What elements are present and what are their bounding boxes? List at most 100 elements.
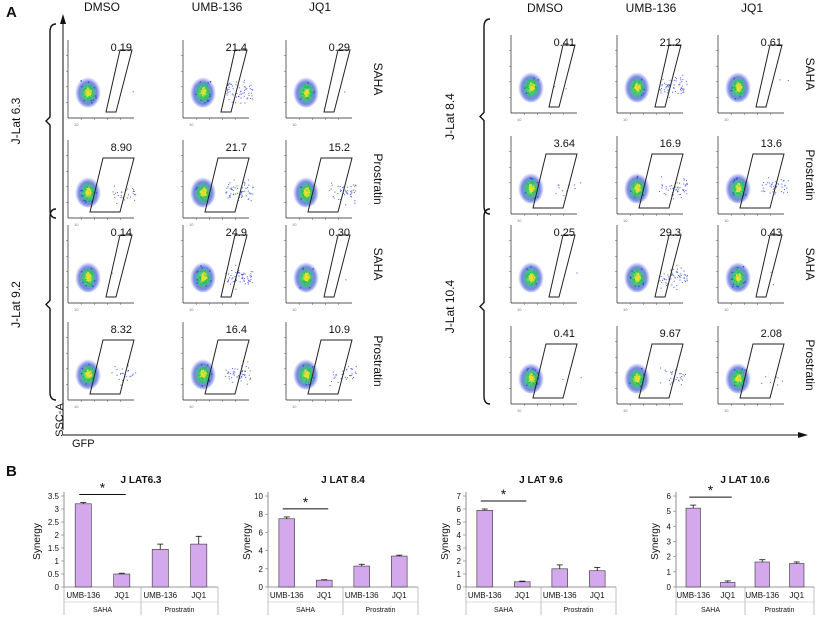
- cell-dot: [226, 88, 228, 90]
- cell-dot: [229, 182, 231, 184]
- cell-dot: [633, 271, 635, 274]
- cell-dot: [740, 375, 743, 378]
- cell-dot: [307, 184, 310, 186]
- cell-dot: [736, 277, 738, 279]
- cell-dot: [528, 186, 531, 189]
- cell-dot: [772, 284, 774, 286]
- cell-dot: [198, 187, 200, 190]
- cell-dot: [640, 78, 643, 81]
- cell-dot: [676, 182, 678, 184]
- cell-dot: [91, 193, 93, 196]
- cell-dot: [231, 101, 233, 103]
- cell-dot: [740, 87, 742, 89]
- group-label: SAHA: [701, 607, 720, 614]
- cell-dot: [309, 378, 311, 380]
- cell-dot: [239, 194, 241, 196]
- cell-dot: [639, 84, 641, 86]
- cell-dot: [686, 183, 688, 185]
- cell-dot: [301, 96, 303, 99]
- cell-dot: [250, 279, 252, 281]
- cell-dot: [527, 189, 529, 192]
- cell-dot: [306, 95, 308, 97]
- treatment-label: SAHA: [371, 63, 385, 96]
- cell-dot: [227, 280, 230, 282]
- cell-dot: [239, 196, 241, 198]
- facs-plot: 100.19: [66, 40, 134, 127]
- ssc-axis-arrowhead: [60, 14, 66, 24]
- cell-dot: [200, 196, 202, 199]
- cell-dot: [663, 89, 665, 91]
- cell-dot: [112, 191, 114, 193]
- facs-plot: 100.41: [509, 35, 577, 122]
- cell-dot: [208, 373, 210, 375]
- y-tick-label: 0: [55, 583, 60, 592]
- cell-dot: [127, 370, 129, 372]
- cell-dot: [237, 375, 240, 377]
- cell-dot: [530, 86, 532, 88]
- cell-dot: [641, 188, 643, 191]
- cell-dot: [227, 371, 229, 373]
- cell-dot: [93, 280, 96, 282]
- cell-dot: [665, 188, 667, 190]
- cell-dot: [677, 274, 679, 277]
- cell-dot: [344, 194, 346, 196]
- cell-dot: [240, 273, 243, 275]
- cell-dot: [636, 378, 639, 381]
- column-header: UMB-136: [626, 1, 677, 15]
- cell-dot: [243, 272, 245, 274]
- cell-dot: [351, 373, 353, 375]
- y-tick-label: 0: [457, 583, 462, 592]
- cell-dot: [684, 274, 686, 276]
- cell-dot: [735, 280, 737, 282]
- cell-dot: [89, 269, 92, 271]
- gate-percent: 0.29: [329, 42, 350, 54]
- cell-dot: [739, 94, 742, 97]
- cell-dot: [635, 85, 638, 88]
- cell-dot: [306, 284, 309, 287]
- cell-dot: [90, 90, 92, 93]
- cell-dot: [531, 276, 533, 279]
- cell-dot: [228, 273, 230, 275]
- cell-dot: [346, 191, 348, 193]
- cell-dot: [88, 200, 90, 202]
- cell-dot: [305, 369, 308, 371]
- plot-tick-label: 10: [623, 218, 628, 223]
- y-axis-label: Synergy: [440, 523, 451, 560]
- cell-dot: [332, 195, 334, 198]
- cell-dot: [306, 93, 308, 95]
- cell-dot: [87, 372, 90, 374]
- cell-dot: [740, 181, 742, 183]
- cell-dot: [634, 193, 636, 196]
- cell-dot: [199, 276, 202, 279]
- cell-dot: [637, 276, 639, 279]
- cell-dot: [238, 199, 240, 201]
- cell-dot: [735, 274, 738, 276]
- cell-dot: [636, 184, 639, 187]
- cell-dot: [680, 267, 682, 269]
- cell-dot: [83, 194, 86, 196]
- cell-dot: [201, 369, 203, 372]
- cell-dot: [201, 275, 204, 277]
- cell-dot: [741, 370, 743, 373]
- category-label: UMB-136: [270, 591, 304, 600]
- cell-dot: [200, 187, 203, 189]
- gate-percent: 21.2: [660, 37, 681, 49]
- cell-dot: [636, 182, 639, 185]
- cell-dot: [118, 378, 120, 380]
- cell-dot: [306, 86, 308, 89]
- cell-dot: [352, 189, 354, 191]
- cell-dot: [235, 279, 237, 282]
- cell-dot: [530, 82, 533, 85]
- cell-dot: [675, 189, 677, 191]
- cell-dot: [669, 79, 671, 81]
- cell-dot: [639, 89, 641, 91]
- cell-dot: [89, 189, 91, 192]
- cell-dot: [734, 83, 737, 85]
- cell-dot: [243, 280, 245, 283]
- cell-dot: [308, 378, 310, 381]
- cell-dot: [640, 377, 643, 380]
- cell-dot: [304, 371, 306, 373]
- cell-dot: [738, 277, 740, 279]
- cell-dot: [86, 381, 88, 384]
- cell-dot: [234, 187, 236, 189]
